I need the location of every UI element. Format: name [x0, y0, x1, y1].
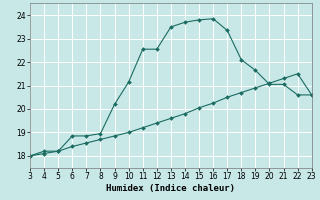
X-axis label: Humidex (Indice chaleur): Humidex (Indice chaleur)	[106, 184, 236, 193]
